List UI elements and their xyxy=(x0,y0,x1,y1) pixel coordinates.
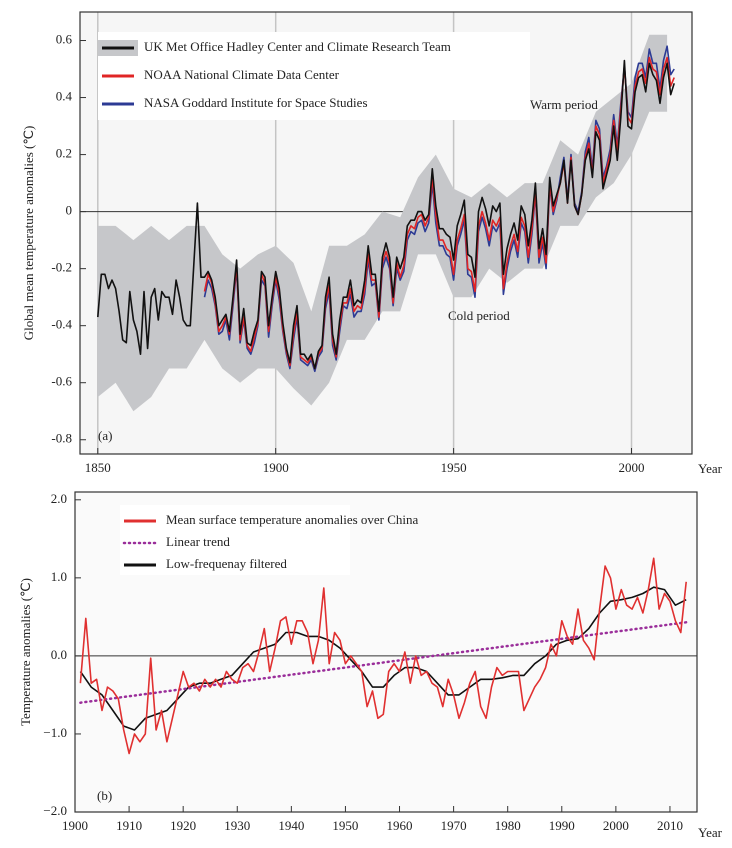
annotation: (a) xyxy=(98,428,112,443)
x-tick-label: 1950 xyxy=(441,460,467,475)
x-tick-label: 2010 xyxy=(657,818,683,833)
annotation: (b) xyxy=(97,788,112,803)
y-tick-label: 0.0 xyxy=(51,647,67,662)
legend-label: Low-frequenay filtered xyxy=(166,556,287,571)
y-tick-label: -0.4 xyxy=(51,317,72,332)
x-tick-label: 1960 xyxy=(387,818,413,833)
series-line xyxy=(79,557,687,755)
legend-label: Mean surface temperature anomalies over … xyxy=(166,512,419,527)
x-tick-label: 1940 xyxy=(278,818,304,833)
plot-frame xyxy=(79,11,693,455)
y-tick-label: 0.6 xyxy=(56,32,73,47)
y-tick-label: -0.2 xyxy=(51,260,72,275)
uncertainty-band xyxy=(97,34,668,412)
legend-background xyxy=(98,32,530,120)
legend-label: NOAA National Climate Data Center xyxy=(144,67,340,82)
x-tick-label: 1970 xyxy=(441,818,467,833)
y-tick-label: −1.0 xyxy=(43,725,67,740)
y-axis-label: Temperature anomalies (℃) xyxy=(18,578,33,726)
y-tick-label: 2.0 xyxy=(51,491,67,506)
legend-background xyxy=(120,505,350,575)
x-tick-label: 1920 xyxy=(170,818,196,833)
plot-frame xyxy=(74,491,698,813)
y-tick-label: 1.0 xyxy=(51,569,67,584)
x-tick-label: 1990 xyxy=(549,818,575,833)
y-tick-label: -0.6 xyxy=(51,374,72,389)
legend-label: Linear trend xyxy=(166,534,230,549)
legend-label: UK Met Office Hadley Center and Climate … xyxy=(144,39,451,54)
series-line xyxy=(79,586,687,731)
x-tick-label: 1980 xyxy=(495,818,521,833)
x-tick-label: 1910 xyxy=(116,818,142,833)
x-tick-label: 2000 xyxy=(619,460,645,475)
x-tick-label: 1900 xyxy=(62,818,88,833)
x-tick-label: 1950 xyxy=(332,818,358,833)
annotation: Warm period xyxy=(530,97,598,112)
y-tick-label: −2.0 xyxy=(43,803,67,818)
x-tick-label: 1900 xyxy=(263,460,289,475)
annotation: Cold period xyxy=(448,308,510,323)
y-axis-label: Global mean temperature anomalies (℃) xyxy=(21,126,36,341)
y-tick-label: 0.2 xyxy=(56,146,72,161)
x-tick-label: 1930 xyxy=(224,818,250,833)
series-line xyxy=(97,59,675,370)
x-axis-label: Year xyxy=(698,825,723,840)
y-tick-label: 0 xyxy=(66,203,73,218)
y-tick-label: -0.8 xyxy=(51,431,72,446)
y-tick-label: 0.4 xyxy=(56,89,73,104)
legend-label: NASA Goddard Institute for Space Studies xyxy=(144,95,368,110)
series-line xyxy=(79,621,688,704)
x-tick-label: 2000 xyxy=(603,818,629,833)
x-axis-label: Year xyxy=(698,461,723,476)
x-tick-label: 1850 xyxy=(85,460,111,475)
